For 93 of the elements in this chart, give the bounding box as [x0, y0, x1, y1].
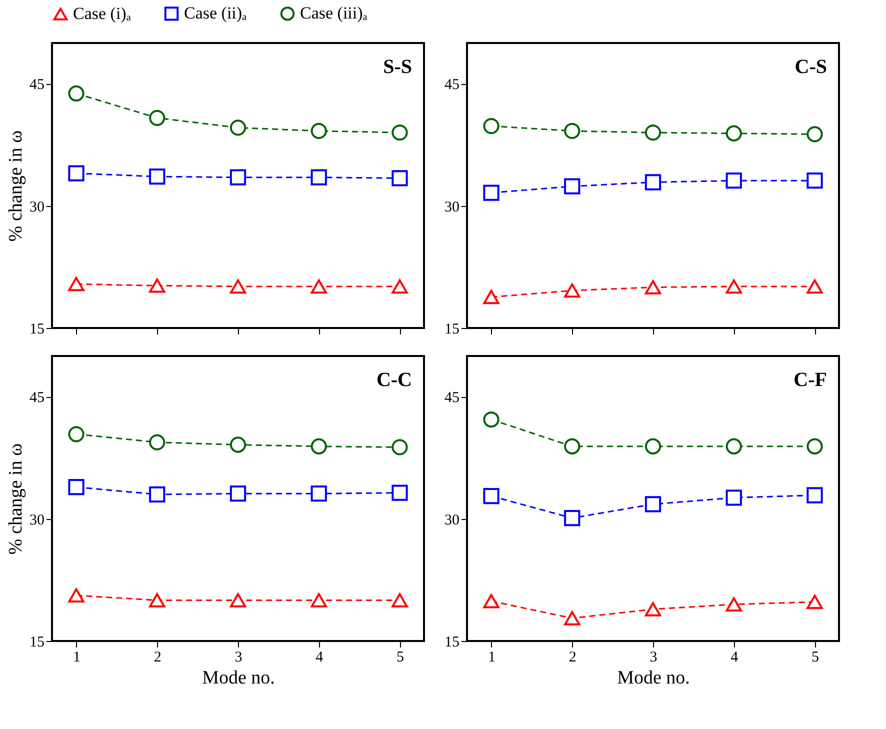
point: [68, 426, 84, 442]
x-tick-label: 4: [316, 650, 324, 666]
x-tick-label: 3: [650, 650, 658, 666]
y-axis-title: % change in ω: [6, 130, 26, 242]
x-axis-title: Mode no.: [202, 668, 275, 688]
y-tick-label: 15: [444, 634, 460, 650]
text: C-F: [794, 369, 827, 391]
point: [726, 125, 742, 142]
y-tick-label: 45: [444, 390, 460, 406]
point: [310, 122, 327, 139]
point: [644, 438, 662, 454]
point: [68, 276, 84, 292]
point: [806, 594, 823, 610]
point: [149, 168, 166, 185]
x-axis-title: Mode no.: [617, 668, 690, 688]
y-tick-label: 30: [444, 199, 460, 216]
point: [564, 611, 580, 626]
legend-label: Case (iii)ₐ: [300, 4, 368, 23]
point: [564, 510, 580, 526]
point: [68, 85, 84, 102]
point: [726, 438, 742, 454]
point: [483, 488, 500, 504]
point: [392, 279, 408, 294]
point: [149, 110, 166, 126]
point: [230, 486, 246, 502]
point: [726, 279, 742, 294]
point: [68, 479, 84, 496]
point: [564, 178, 580, 194]
point: [806, 279, 823, 294]
point: [310, 593, 327, 608]
point: [230, 120, 246, 136]
point: [230, 436, 246, 453]
point: [806, 438, 823, 454]
point: [644, 280, 662, 294]
y-tick-label: 30: [30, 512, 44, 528]
point: [644, 602, 662, 616]
text: S-S: [383, 56, 412, 78]
point: [644, 174, 662, 190]
x-tick-label: 1: [488, 650, 496, 666]
legend-label: Case (ii)ₐ: [184, 4, 248, 23]
point: [483, 184, 500, 201]
point: [483, 594, 500, 608]
point: [564, 283, 580, 298]
y-tick-label: 45: [444, 77, 460, 94]
point: [483, 411, 500, 428]
point: [483, 118, 500, 134]
point: [806, 126, 823, 142]
point: [310, 169, 327, 186]
point: [644, 496, 662, 512]
point: [726, 172, 742, 189]
point: [149, 434, 166, 450]
point: [392, 593, 408, 608]
point: [392, 170, 408, 186]
point: [644, 124, 662, 141]
point: [310, 279, 327, 294]
point: [726, 597, 742, 612]
y-tick-label: 15: [30, 322, 44, 338]
x-tick-label: 5: [811, 650, 819, 666]
point: [806, 172, 823, 189]
point: [392, 439, 408, 456]
x-tick-label: 2: [568, 650, 576, 666]
point: [392, 124, 408, 141]
point: [310, 438, 327, 454]
point: [806, 487, 823, 504]
y-tick-label: 45: [30, 390, 44, 406]
text: C-C: [376, 369, 412, 391]
point: [483, 290, 500, 304]
y-axis-title: % change in ω: [6, 443, 26, 555]
point: [230, 593, 246, 608]
legend-label: Case (i)ₐ: [73, 4, 132, 24]
point: [149, 278, 166, 293]
y-tick-label: 15: [30, 634, 44, 650]
point: [68, 165, 84, 182]
x-tick-label: 3: [234, 650, 242, 666]
point: [392, 484, 408, 501]
point: [564, 122, 580, 139]
x-tick-label: 1: [73, 650, 81, 666]
x-tick-label: 5: [396, 650, 404, 666]
y-tick-label: 45: [30, 77, 44, 94]
y-tick-label: 30: [444, 512, 460, 528]
point: [230, 279, 246, 294]
point: [68, 588, 84, 603]
x-tick-label: 2: [154, 650, 162, 666]
x-tick-label: 4: [730, 650, 739, 666]
point: [726, 490, 742, 506]
text: C-S: [794, 56, 827, 78]
y-tick-label: 15: [444, 322, 460, 338]
point: [149, 486, 166, 502]
point: [149, 593, 166, 608]
point: [564, 438, 580, 454]
y-tick-label: 30: [30, 199, 44, 216]
point: [230, 169, 246, 186]
point: [310, 486, 327, 502]
